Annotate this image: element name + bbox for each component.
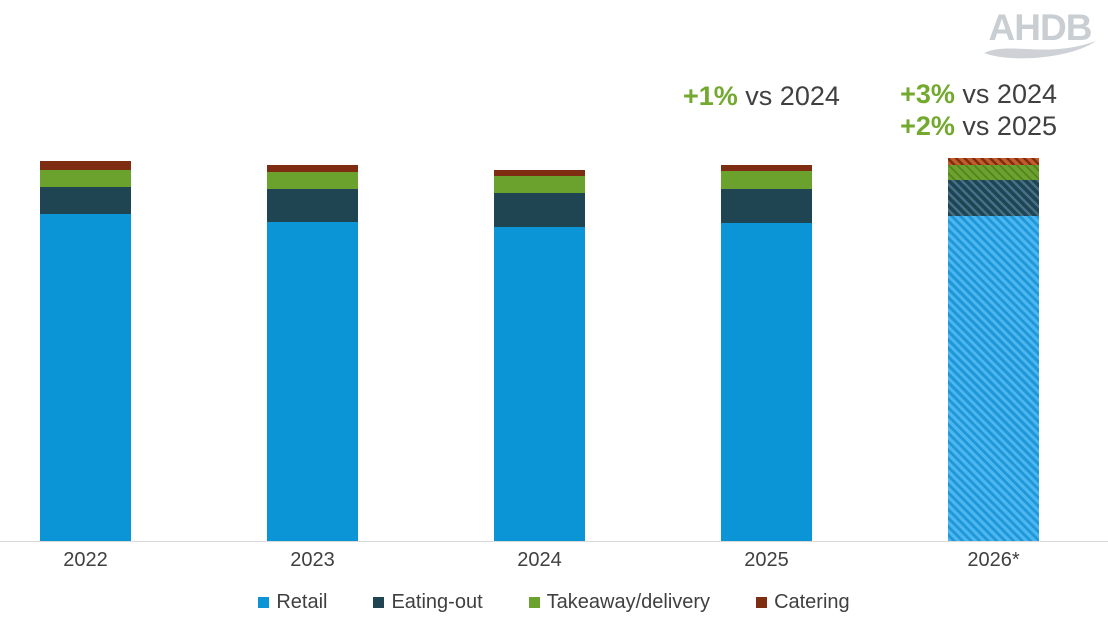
ahdb-logo: AHDB: [984, 7, 1096, 59]
legend: Retail Eating-out Takeaway/delivery Caterin…: [0, 591, 1108, 614]
legend-swatch-icon: [756, 597, 768, 608]
bar-2023-segment-retail: [267, 222, 358, 541]
bar-2023-segment-takeaway: [267, 172, 358, 189]
annotation-2026-growth-line1: +3% vs 2024: [900, 78, 1057, 110]
x-axis-label-2022: 2022: [63, 549, 108, 571]
bar-2024-segment-eating: [494, 193, 585, 227]
x-axis-label-2025: 2025: [744, 549, 789, 571]
annotation-2025-growth-ref: vs 2024: [737, 81, 840, 111]
legend-item-eating-out: Eating-out: [373, 591, 483, 614]
bar-2022-segment-eating: [40, 187, 131, 214]
bar-2023: [267, 165, 358, 541]
bar-2024-segment-catering: [494, 170, 585, 176]
x-axis-label-2023: 2023: [290, 549, 335, 571]
legend-label: Retail: [276, 591, 328, 613]
bar-2024: [494, 170, 585, 541]
bar-2026-forecast-segment-takeaway: [948, 165, 1039, 180]
annotation-2026-vs2025-ref: vs 2025: [954, 111, 1057, 141]
annotation-2026-growth-line2: +2% vs 2025: [900, 110, 1057, 142]
bar-2026-forecast: [948, 158, 1039, 541]
bar-2022-segment-takeaway: [40, 170, 131, 187]
bar-2022: [40, 161, 131, 541]
x-axis-line: [0, 541, 1108, 542]
legend-swatch-icon: [528, 597, 540, 608]
x-axis-label-2024: 2024: [517, 549, 562, 571]
legend-item-retail: Retail: [258, 591, 327, 614]
annotation-2026-vs2025-value: +2%: [900, 111, 955, 141]
annotation-2026-growth: +3% vs 2024 +2% vs 2025: [900, 78, 1057, 142]
bar-2026-forecast-segment-retail: [948, 216, 1039, 541]
bar-2022-segment-catering: [40, 161, 131, 170]
ahdb-logo-swoosh: [984, 41, 1096, 59]
bar-2026-forecast-segment-eating: [948, 180, 1039, 216]
bar-2024-segment-takeaway: [494, 176, 585, 193]
bar-2025: [721, 165, 812, 541]
bar-2025-segment-eating: [721, 189, 812, 223]
ahdb-logo-text: AHDB: [989, 7, 1092, 48]
legend-label: Eating-out: [391, 591, 483, 613]
legend-label: Catering: [774, 591, 850, 613]
annotation-2026-vs2024-value: +3%: [900, 79, 955, 109]
legend-swatch-icon: [258, 597, 270, 608]
x-axis-label-2026-forecast: 2026*: [967, 549, 1020, 571]
bar-2025-segment-takeaway: [721, 171, 812, 189]
annotation-2025-growth-value: +1%: [683, 81, 738, 111]
annotation-2026-vs2024-ref: vs 2024: [954, 79, 1057, 109]
legend-item-takeaway-delivery: Takeaway/delivery: [528, 591, 711, 614]
annotation-2025-growth: +1% vs 2024: [683, 81, 840, 112]
bar-2023-segment-eating: [267, 189, 358, 222]
legend-label: Takeaway/delivery: [546, 591, 711, 613]
legend-item-catering: Catering: [756, 591, 850, 614]
bar-2025-segment-catering: [721, 165, 812, 171]
legend-swatch-icon: [373, 597, 385, 608]
bar-2022-segment-retail: [40, 214, 131, 541]
bar-2023-segment-catering: [267, 165, 358, 172]
bar-2026-forecast-segment-catering: [948, 158, 1039, 165]
bar-2025-segment-retail: [721, 223, 812, 541]
bar-2024-segment-retail: [494, 227, 585, 541]
